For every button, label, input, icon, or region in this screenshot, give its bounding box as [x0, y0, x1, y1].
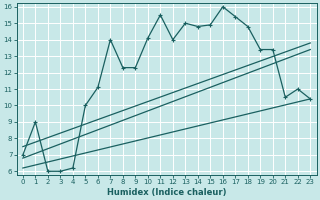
X-axis label: Humidex (Indice chaleur): Humidex (Indice chaleur)	[107, 188, 226, 197]
